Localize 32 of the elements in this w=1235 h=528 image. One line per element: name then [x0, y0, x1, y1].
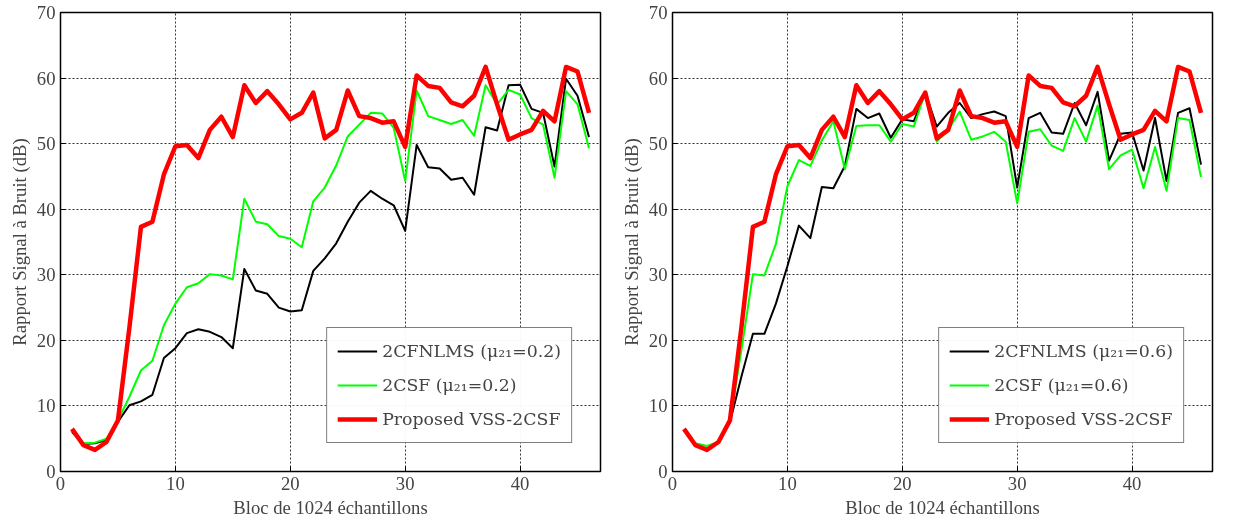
- x-tick-label: 30: [1007, 472, 1027, 494]
- x-tick-label: 20: [892, 472, 912, 494]
- legend-label: 2CFNLMS (μ₂₁=0.6): [994, 340, 1173, 363]
- x-tick-label: 40: [1122, 472, 1142, 494]
- y-tick-label: 70: [648, 2, 668, 23]
- legend-label: 2CFNLMS (μ₂₁=0.2): [382, 340, 561, 363]
- y-tick-label: 20: [648, 329, 668, 351]
- x-tick-label: 10: [778, 472, 797, 494]
- x-tick-label: 20: [280, 472, 300, 494]
- y-tick-label: 60: [36, 67, 56, 89]
- x-tick-label: 10: [166, 472, 185, 494]
- y-tick-label: 50: [648, 133, 668, 155]
- legend-label: 2CSF (μ₂₁=0.6): [994, 374, 1129, 397]
- legend-label: Proposed VSS-2CSF: [382, 408, 561, 431]
- y-tick-label: 10: [36, 395, 56, 417]
- y-tick-label: 60: [648, 67, 668, 89]
- y-tick-label: 50: [36, 133, 56, 155]
- y-tick-label: 20: [36, 329, 56, 351]
- y-tick-label: 40: [648, 198, 668, 220]
- legend-label: 2CSF (μ₂₁=0.2): [382, 374, 517, 397]
- y-tick-label: 40: [36, 198, 56, 220]
- y-tick-label: 70: [36, 2, 56, 23]
- y-axis-title: Rapport Signal à Bruit (dB): [620, 138, 643, 346]
- x-tick-label: 30: [395, 472, 415, 494]
- x-tick-label: 40: [510, 472, 530, 494]
- x-axis-title: Bloc de 1024 échantillons: [233, 496, 428, 518]
- y-tick-label: 10: [648, 395, 668, 417]
- y-axis-title: Rapport Signal à Bruit (dB): [8, 138, 31, 346]
- legend-label: Proposed VSS-2CSF: [994, 408, 1173, 431]
- x-axis-title: Bloc de 1024 échantillons: [845, 496, 1040, 518]
- y-tick-label: 30: [648, 264, 668, 286]
- y-tick-label: 30: [36, 264, 56, 286]
